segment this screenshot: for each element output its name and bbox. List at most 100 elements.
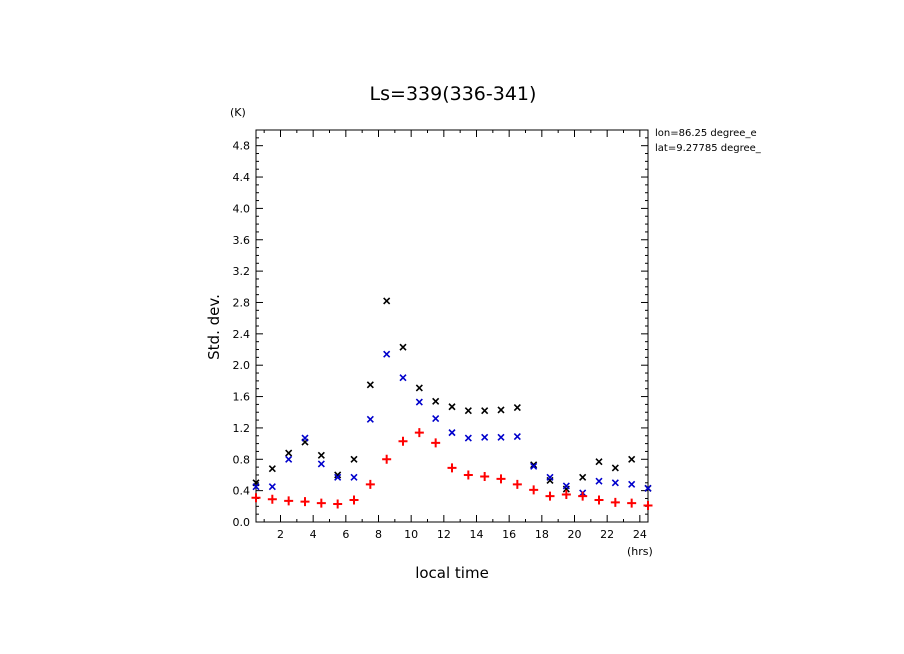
x-tick-label: 10 [404, 528, 418, 541]
data-point-series-2 [481, 433, 489, 441]
data-point-series-3 [365, 479, 375, 489]
data-point-series-3 [333, 499, 343, 509]
data-point-series-1 [448, 403, 456, 411]
data-point-series-2 [334, 473, 342, 481]
data-point-series-1 [415, 384, 423, 392]
data-point-series-1 [481, 407, 489, 415]
data-point-series-1 [464, 407, 472, 415]
y-axis-label: Std. dev. [205, 294, 223, 360]
x-tick-label: 16 [502, 528, 516, 541]
data-point-series-2 [464, 434, 472, 442]
data-point-series-3 [561, 490, 571, 500]
y-tick-label: 2.4 [233, 328, 251, 341]
x-tick-label: 20 [568, 528, 582, 541]
data-point-series-2 [595, 477, 603, 485]
data-markers [251, 297, 653, 511]
data-point-series-2 [644, 484, 652, 492]
x-axis-label: local time [415, 564, 489, 582]
data-point-series-3 [382, 454, 392, 464]
y-tick-label: 3.2 [233, 265, 251, 278]
x-tick-label: 2 [277, 528, 284, 541]
data-point-series-3 [480, 472, 490, 482]
data-point-series-3 [431, 438, 441, 448]
data-point-series-1 [611, 464, 619, 472]
y-tick-label: 1.6 [233, 391, 251, 404]
data-point-series-2 [546, 473, 554, 481]
data-point-series-2 [497, 433, 505, 441]
y-tick-label: 2.8 [233, 296, 251, 309]
data-point-series-3 [545, 491, 555, 501]
axis-ticks: 0.0 0.4 0.8 1.2 1.6 2.0 2.4 2.8 3.2 3.6 4.0 4.4 4.8 2… [233, 129, 648, 541]
data-point-series-3 [267, 494, 277, 504]
data-point-series-2 [513, 432, 521, 441]
data-point-series-3 [578, 491, 588, 501]
x-tick-label: 6 [342, 528, 349, 541]
data-point-series-3 [594, 495, 604, 505]
y-tick-label: 0.4 [233, 485, 251, 498]
data-point-series-1 [317, 451, 325, 459]
lon-annotation: lon=86.25 degree_e [655, 128, 757, 139]
data-point-series-1 [595, 458, 603, 466]
data-point-series-3 [512, 479, 522, 489]
data-point-series-2 [415, 398, 423, 406]
data-point-series-3 [529, 485, 539, 495]
data-point-series-2 [562, 482, 570, 490]
data-point-series-1 [350, 455, 358, 463]
x-tick-label: 12 [437, 528, 451, 541]
data-point-series-3 [627, 498, 637, 508]
data-point-series-1 [399, 343, 407, 351]
lat-annotation: lat=9.27785 degree_ [655, 143, 761, 154]
y-tick-label: 4.8 [233, 140, 251, 153]
y-unit-label: (K) [230, 106, 246, 119]
data-point-series-1 [383, 297, 391, 305]
data-point-series-1 [285, 449, 293, 457]
x-unit-label: (hrs) [627, 545, 653, 558]
data-point-series-2 [301, 434, 309, 442]
y-tick-label: 0.0 [233, 516, 251, 529]
data-point-series-2 [350, 473, 358, 481]
y-tick-label: 2.0 [233, 359, 251, 372]
y-tick-label: 4.0 [233, 202, 251, 215]
data-point-series-1 [268, 465, 276, 473]
x-tick-label: 22 [600, 528, 614, 541]
data-point-series-3 [349, 495, 359, 505]
data-point-series-2 [530, 462, 538, 470]
y-tick-label: 0.8 [233, 453, 251, 466]
data-point-series-2 [383, 350, 391, 358]
x-tick-label: 24 [633, 528, 647, 541]
y-tick-label: 4.4 [233, 171, 251, 184]
data-point-series-3 [414, 428, 424, 438]
data-point-series-1 [579, 473, 587, 481]
data-point-series-3 [610, 497, 620, 507]
data-point-series-2 [432, 414, 440, 423]
data-point-series-1 [513, 403, 521, 412]
data-point-series-2 [611, 479, 619, 487]
data-point-series-2 [252, 483, 260, 491]
data-point-series-3 [398, 436, 408, 446]
y-tick-label: 3.6 [233, 234, 251, 247]
x-tick-label: 4 [310, 528, 317, 541]
data-point-series-1 [530, 461, 538, 469]
chart-title: Ls=339(336-341) [370, 83, 537, 105]
x-tick-label: 18 [535, 528, 549, 541]
data-point-series-1 [366, 381, 374, 389]
data-point-series-2 [448, 429, 456, 437]
data-point-series-3 [447, 463, 457, 473]
data-point-series-3 [463, 470, 473, 480]
data-point-series-2 [268, 483, 276, 491]
data-point-series-3 [316, 498, 326, 508]
x-tick-label: 8 [375, 528, 382, 541]
data-point-series-1 [628, 455, 636, 463]
data-point-series-3 [251, 493, 261, 503]
data-point-series-2 [399, 374, 407, 382]
plot-frame [255, 129, 649, 523]
data-point-series-2 [628, 480, 636, 488]
x-tick-label: 14 [470, 528, 484, 541]
data-point-series-2 [285, 455, 293, 463]
data-point-series-2 [317, 460, 325, 468]
data-point-series-3 [300, 497, 310, 507]
data-point-series-1 [334, 471, 342, 479]
data-point-series-1 [497, 406, 505, 414]
data-point-series-1 [432, 397, 440, 405]
